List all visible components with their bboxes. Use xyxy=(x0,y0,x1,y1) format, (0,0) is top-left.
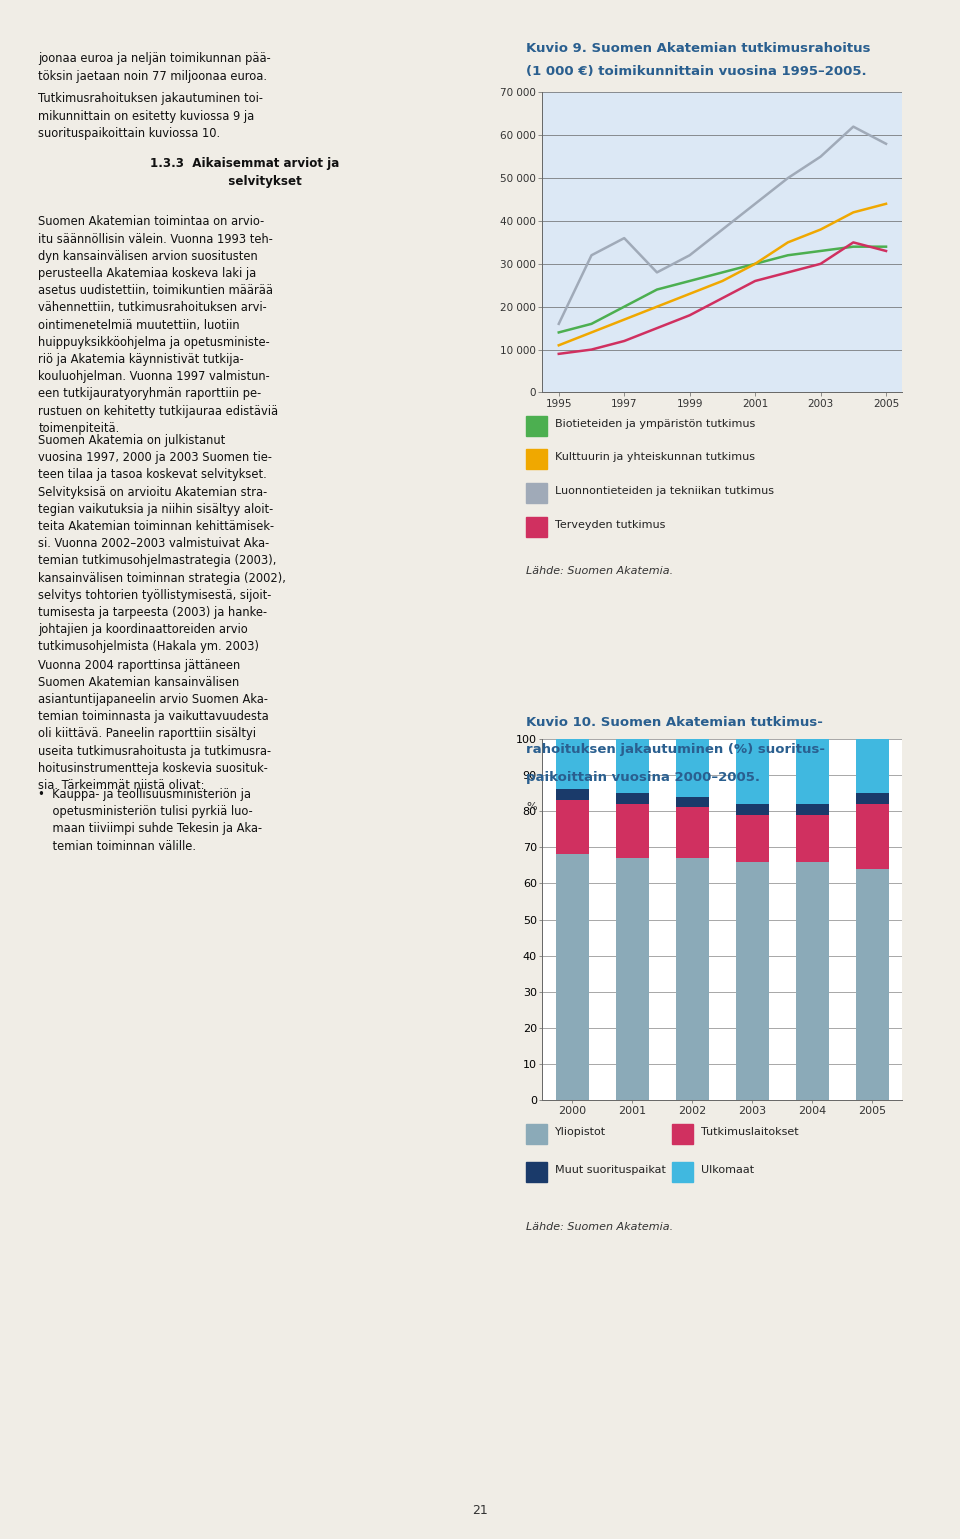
Bar xyxy=(736,862,769,1100)
Text: rahoituksen jakautuminen (%) suoritus-: rahoituksen jakautuminen (%) suoritus- xyxy=(526,743,825,756)
Text: Vuonna 2004 raporttinsa jättäneen
Suomen Akatemian kansainvälisen
asiantuntijapa: Vuonna 2004 raporttinsa jättäneen Suomen… xyxy=(38,659,272,793)
Text: Biotieteiden ja ympäristön tutkimus: Biotieteiden ja ympäristön tutkimus xyxy=(555,419,756,428)
Bar xyxy=(796,803,828,814)
Bar xyxy=(556,854,588,1100)
Bar xyxy=(616,859,649,1100)
Text: paikoittain vuosina 2000–2005.: paikoittain vuosina 2000–2005. xyxy=(526,771,760,783)
Text: Suomen Akatemian toimintaa on arvio-
itu säännöllisin välein. Vuonna 1993 teh-
d: Suomen Akatemian toimintaa on arvio- itu… xyxy=(38,215,278,436)
Text: Tutkimuslaitokset: Tutkimuslaitokset xyxy=(701,1127,799,1136)
Bar xyxy=(556,790,588,800)
Text: Kuvio 9. Suomen Akatemian tutkimusrahoitus: Kuvio 9. Suomen Akatemian tutkimusrahoit… xyxy=(526,42,871,54)
Bar xyxy=(856,870,889,1100)
Bar xyxy=(796,862,828,1100)
Text: 21: 21 xyxy=(472,1505,488,1517)
Bar xyxy=(736,739,769,803)
Text: Yliopistot: Yliopistot xyxy=(555,1127,606,1136)
Bar xyxy=(856,803,889,870)
Text: Lähde: Suomen Akatemia.: Lähde: Suomen Akatemia. xyxy=(526,566,673,576)
Bar xyxy=(736,803,769,814)
Text: Tutkimusrahoituksen jakautuminen toi-
mikunnittain on esitetty kuviossa 9 ja
suo: Tutkimusrahoituksen jakautuminen toi- mi… xyxy=(38,92,263,140)
Text: Kuvio 10. Suomen Akatemian tutkimus-: Kuvio 10. Suomen Akatemian tutkimus- xyxy=(526,716,823,728)
Text: Lähde: Suomen Akatemia.: Lähde: Suomen Akatemia. xyxy=(526,1222,673,1231)
Bar xyxy=(616,803,649,859)
Bar xyxy=(556,739,588,790)
Text: •  Kauppa- ja teollisuusministeriön ja
    opetusministeriön tulisi pyrkiä luo-
: • Kauppa- ja teollisuusministeriön ja op… xyxy=(38,788,262,853)
Text: 1.3.3  Aikaisemmat arviot ja
          selvitykset: 1.3.3 Aikaisemmat arviot ja selvitykset xyxy=(150,157,340,188)
Text: Ulkomaat: Ulkomaat xyxy=(701,1165,754,1174)
Bar xyxy=(856,739,889,793)
Bar xyxy=(676,739,708,797)
Text: Terveyden tutkimus: Terveyden tutkimus xyxy=(555,520,665,529)
Bar xyxy=(676,808,708,859)
Text: joonaa euroa ja neljän toimikunnan pää-
töksin jaetaan noin 77 miljoonaa euroa.: joonaa euroa ja neljän toimikunnan pää- … xyxy=(38,52,271,83)
Bar xyxy=(616,793,649,803)
Text: Suomen Akatemia on julkistanut
vuosina 1997, 2000 ja 2003 Suomen tie-
teen tilaa: Suomen Akatemia on julkistanut vuosina 1… xyxy=(38,434,286,654)
Bar xyxy=(796,739,828,803)
Text: Muut suorituspaikat: Muut suorituspaikat xyxy=(555,1165,665,1174)
Bar xyxy=(856,793,889,803)
Bar xyxy=(796,814,828,862)
Bar xyxy=(616,739,649,793)
Bar xyxy=(556,800,588,854)
Bar xyxy=(676,859,708,1100)
Text: Luonnontieteiden ja tekniikan tutkimus: Luonnontieteiden ja tekniikan tutkimus xyxy=(555,486,774,496)
Text: (1 000 €) toimikunnittain vuosina 1995–2005.: (1 000 €) toimikunnittain vuosina 1995–2… xyxy=(526,65,867,77)
Bar xyxy=(676,797,708,808)
Text: Kulttuurin ja yhteiskunnan tutkimus: Kulttuurin ja yhteiskunnan tutkimus xyxy=(555,452,755,462)
Text: %: % xyxy=(526,802,537,811)
Bar xyxy=(736,814,769,862)
